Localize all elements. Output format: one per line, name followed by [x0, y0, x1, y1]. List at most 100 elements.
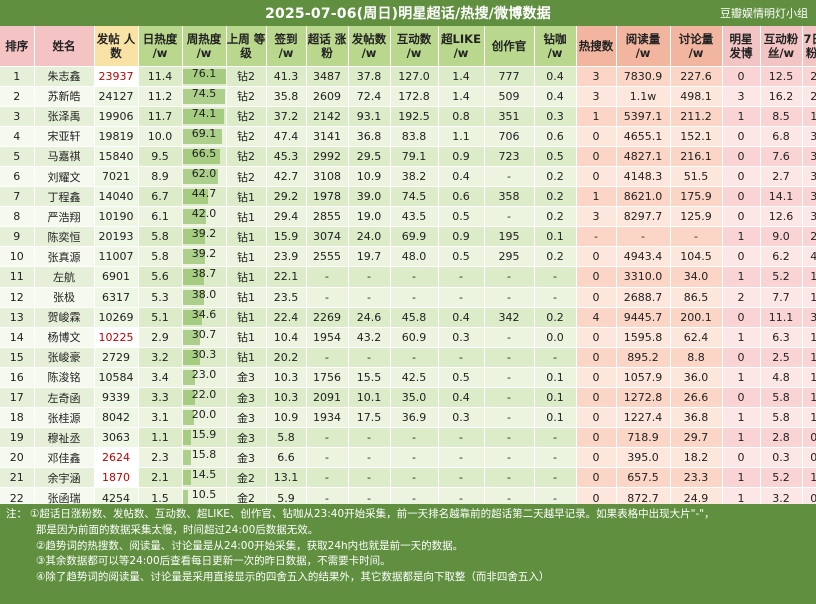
cell-weekly-fans: 1.7 — [802, 407, 816, 429]
cell-interact-fans: 2.7 — [760, 166, 803, 188]
cell-last-level: 钻2 — [226, 66, 267, 87]
cell-discussion: 175.9 — [670, 186, 723, 208]
cell-creator: - — [484, 407, 535, 429]
cell-interact-fans: 2.8 — [760, 427, 803, 449]
cell-reads: 8621.0 — [616, 186, 671, 208]
cell-last-level: 钻1 — [226, 287, 267, 308]
cell-weibo-posts: 1 — [722, 467, 761, 489]
cell-interaction: 79.1 — [390, 146, 439, 167]
cell-weekly-fans: 1.5 — [802, 266, 816, 288]
cell-diamond: 0.4 — [534, 86, 577, 107]
weekly-heat-label: 62.0 — [191, 166, 217, 180]
cell-hot-search: 0 — [576, 126, 617, 147]
cell-daily-heat: 11.2 — [138, 86, 183, 107]
cell-reads: 1227.4 — [616, 407, 671, 429]
cell-name: 陈浚铭 — [34, 367, 95, 389]
cell-daily-heat: 8.9 — [138, 166, 183, 188]
cell-weekly-fans: 4.0 — [802, 246, 816, 268]
cell-hot-search: 0 — [576, 327, 617, 348]
cell-weekly-fans: 3.0 — [802, 307, 816, 328]
cell-weekly-heat: 38.0 — [182, 287, 227, 308]
header-posts: 发帖 人数 — [94, 26, 139, 67]
cell-discussion: 216.1 — [670, 146, 723, 167]
cell-discussion: 29.7 — [670, 427, 723, 449]
cell-creator: 195 — [484, 226, 535, 248]
cell-discussion: 26.6 — [670, 387, 723, 409]
cell-weekly-heat: 69.1 — [182, 126, 227, 147]
cell-hot-search: 0 — [576, 146, 617, 167]
cell-rank: 22 — [0, 487, 35, 509]
cell-posts: 6317 — [94, 287, 139, 308]
cell-daily-heat: 1.5 — [138, 487, 183, 509]
cell-interact-fans: 5.2 — [760, 467, 803, 489]
cell-post-count: 29.5 — [348, 146, 391, 167]
weekly-heat-bar — [182, 189, 208, 205]
cell-daily-heat: 5.8 — [138, 246, 183, 268]
cell-interact-fans: 4.8 — [760, 367, 803, 389]
cell-interact-fans: 0.3 — [760, 447, 803, 469]
weekly-heat-label: 23.0 — [191, 367, 217, 381]
cell-checkin: 37.2 — [266, 106, 307, 127]
cell-diamond: 0.1 — [534, 367, 577, 389]
cell-weibo-posts: 0 — [722, 246, 761, 268]
cell-interaction: - — [390, 266, 439, 288]
cell-super-like: 0.4 — [438, 307, 485, 328]
cell-fans-growth: - — [306, 467, 349, 489]
cell-diamond: 0.3 — [534, 106, 577, 127]
cell-last-level: 钻1 — [226, 307, 267, 328]
header-interact-fans: 互动粉 丝/w — [760, 26, 803, 67]
cell-rank: 19 — [0, 427, 35, 449]
cell-fans-growth: - — [306, 487, 349, 509]
cell-name: 宋亚轩 — [34, 126, 95, 147]
cell-discussion: 36.8 — [670, 407, 723, 429]
cell-interaction: 48.0 — [390, 246, 439, 268]
cell-weibo-posts: 2 — [722, 287, 761, 308]
cell-weekly-fans: 1.7 — [802, 387, 816, 409]
cell-weekly-fans: 3.9 — [802, 186, 816, 208]
cell-interact-fans: 14.1 — [760, 186, 803, 208]
weekly-heat-label: 15.9 — [191, 428, 217, 442]
cell-creator: 342 — [484, 307, 535, 328]
weekly-heat-bar — [182, 450, 192, 466]
cell-name: 张峻豪 — [34, 347, 95, 368]
weekly-heat-bar — [182, 470, 191, 486]
cell-weibo-posts: 1 — [722, 427, 761, 449]
cell-name: 张泽禹 — [34, 106, 95, 127]
cell-interaction: 36.9 — [390, 407, 439, 429]
cell-rank: 16 — [0, 367, 35, 389]
cell-posts: 19906 — [94, 106, 139, 127]
cell-weibo-posts: 1 — [722, 106, 761, 127]
weekly-heat-label: 42.0 — [191, 207, 217, 221]
cell-name: 严浩翔 — [34, 206, 95, 228]
cell-name: 丁程鑫 — [34, 186, 95, 208]
cell-hot-search: 0 — [576, 266, 617, 288]
cell-hot-search: 3 — [576, 86, 617, 107]
cell-posts: 10269 — [94, 307, 139, 328]
cell-weekly-fans: 0.8 — [802, 427, 816, 449]
cell-reads: 718.9 — [616, 427, 671, 449]
cell-hot-search: 4 — [576, 307, 617, 328]
cell-diamond: - — [534, 467, 577, 489]
cell-checkin: 29.2 — [266, 186, 307, 208]
cell-creator: - — [484, 447, 535, 469]
cell-reads: 1057.9 — [616, 367, 671, 389]
cell-discussion: 51.5 — [670, 166, 723, 188]
cell-hot-search: 0 — [576, 347, 617, 368]
table-row: 19 穆祉丞 3063 1.1 15.9 金3 5.8- - - - - -0 718.9 29.7 1 2.… — [0, 427, 816, 449]
cell-rank: 13 — [0, 307, 35, 328]
cell-posts: 10584 — [94, 367, 139, 389]
cell-name: 张真源 — [34, 246, 95, 268]
note-1-cont: 那是因为前面的数据采集太慢，时间超过24:00后数据无效。 — [36, 523, 319, 536]
cell-weekly-fans: 2.1 — [802, 86, 816, 107]
cell-super-like: 1.1 — [438, 126, 485, 147]
table-row: 17 左奇函 9339 3.3 22.0 金3 10.3 2091 10.1 35.0 0.4-0.… — [0, 387, 816, 409]
cell-interaction: 43.5 — [390, 206, 439, 228]
cell-last-level: 钻2 — [226, 106, 267, 127]
stats-table: 排序 姓名 发帖 人数 日热度 /w 周热度 /w 上周 等级 签到 /w 超话 涨粉 发帖数 … — [0, 26, 816, 509]
cell-interaction: 83.8 — [390, 126, 439, 147]
table-row: 14 杨博文 10225 2.9 30.7 钻1 10.4 1954 43.2 60.9 0.3-0… — [0, 327, 816, 348]
cell-rank: 20 — [0, 447, 35, 469]
table-row: 6 刘耀文 7021 8.9 62.0 钻2 42.7 3108 10.9 38.2 0.4-0.2… — [0, 166, 816, 188]
weekly-heat-label: 22.0 — [191, 388, 217, 401]
cell-last-level: 钻1 — [226, 186, 267, 208]
